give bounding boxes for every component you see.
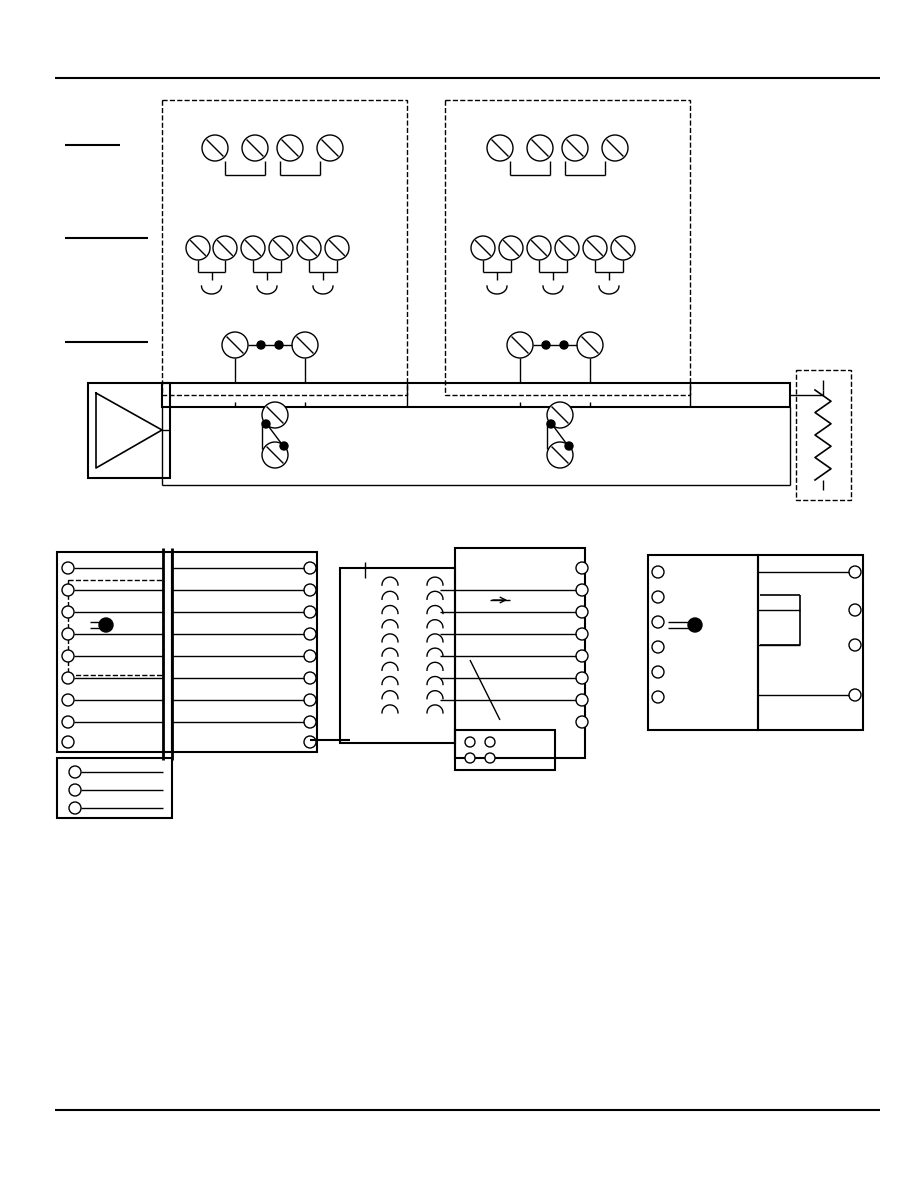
Circle shape — [576, 694, 588, 706]
Circle shape — [304, 584, 316, 596]
Circle shape — [485, 753, 495, 763]
Circle shape — [62, 650, 74, 662]
Circle shape — [222, 331, 248, 358]
Circle shape — [849, 565, 861, 579]
Circle shape — [555, 236, 579, 260]
Circle shape — [292, 331, 318, 358]
Circle shape — [62, 694, 74, 706]
Circle shape — [62, 562, 74, 574]
Circle shape — [304, 672, 316, 684]
Circle shape — [583, 236, 607, 260]
Bar — [340, 568, 455, 742]
Bar — [758, 555, 863, 729]
Bar — [445, 100, 690, 394]
Circle shape — [577, 331, 603, 358]
Circle shape — [62, 716, 74, 728]
Circle shape — [547, 421, 555, 428]
Circle shape — [576, 562, 588, 574]
Bar — [172, 552, 317, 752]
Circle shape — [471, 236, 495, 260]
Bar — [68, 580, 163, 675]
Circle shape — [565, 442, 573, 450]
Circle shape — [652, 590, 664, 604]
Circle shape — [262, 442, 288, 468]
Circle shape — [465, 737, 475, 747]
Circle shape — [576, 672, 588, 684]
Bar — [648, 555, 758, 729]
Bar — [162, 100, 407, 394]
Circle shape — [304, 606, 316, 618]
Circle shape — [576, 606, 588, 618]
Circle shape — [652, 666, 664, 678]
Circle shape — [62, 672, 74, 684]
Circle shape — [611, 236, 635, 260]
Circle shape — [602, 135, 628, 162]
Circle shape — [849, 639, 861, 651]
Circle shape — [69, 784, 81, 796]
Circle shape — [262, 421, 270, 428]
Circle shape — [262, 402, 288, 428]
Circle shape — [849, 689, 861, 701]
Circle shape — [280, 442, 288, 450]
Bar — [455, 729, 555, 770]
Bar — [455, 548, 585, 758]
Circle shape — [487, 135, 513, 162]
Circle shape — [62, 737, 74, 748]
Circle shape — [202, 135, 228, 162]
Bar — [796, 369, 851, 500]
Circle shape — [257, 341, 265, 349]
Circle shape — [507, 331, 533, 358]
Circle shape — [304, 694, 316, 706]
Bar — [57, 758, 172, 819]
Circle shape — [576, 716, 588, 728]
Circle shape — [499, 236, 523, 260]
Circle shape — [62, 606, 74, 618]
Circle shape — [241, 236, 265, 260]
Circle shape — [186, 236, 210, 260]
Circle shape — [304, 628, 316, 640]
Circle shape — [297, 236, 321, 260]
Circle shape — [62, 628, 74, 640]
Circle shape — [576, 628, 588, 640]
Circle shape — [304, 650, 316, 662]
Bar — [162, 383, 790, 407]
Circle shape — [560, 341, 568, 349]
Circle shape — [652, 691, 664, 703]
Circle shape — [69, 802, 81, 814]
Circle shape — [527, 236, 551, 260]
Circle shape — [576, 650, 588, 662]
Circle shape — [576, 584, 588, 596]
Circle shape — [542, 341, 550, 349]
Circle shape — [277, 135, 303, 162]
Circle shape — [849, 604, 861, 617]
Circle shape — [62, 584, 74, 596]
Circle shape — [242, 135, 268, 162]
Circle shape — [304, 716, 316, 728]
Circle shape — [213, 236, 237, 260]
Circle shape — [69, 766, 81, 778]
Circle shape — [652, 642, 664, 653]
Bar — [88, 383, 170, 478]
Bar — [57, 552, 172, 752]
Circle shape — [547, 402, 573, 428]
Circle shape — [527, 135, 553, 162]
Circle shape — [547, 442, 573, 468]
Circle shape — [325, 236, 349, 260]
Circle shape — [465, 753, 475, 763]
Circle shape — [275, 341, 283, 349]
Circle shape — [317, 135, 343, 162]
Circle shape — [304, 562, 316, 574]
Circle shape — [562, 135, 588, 162]
Circle shape — [652, 565, 664, 579]
Circle shape — [304, 737, 316, 748]
Circle shape — [99, 618, 113, 632]
Circle shape — [652, 617, 664, 628]
Circle shape — [688, 618, 702, 632]
Circle shape — [269, 236, 293, 260]
Circle shape — [485, 737, 495, 747]
